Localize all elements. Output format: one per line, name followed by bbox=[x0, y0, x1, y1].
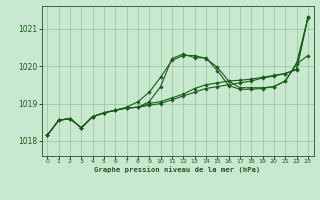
X-axis label: Graphe pression niveau de la mer (hPa): Graphe pression niveau de la mer (hPa) bbox=[94, 166, 261, 173]
